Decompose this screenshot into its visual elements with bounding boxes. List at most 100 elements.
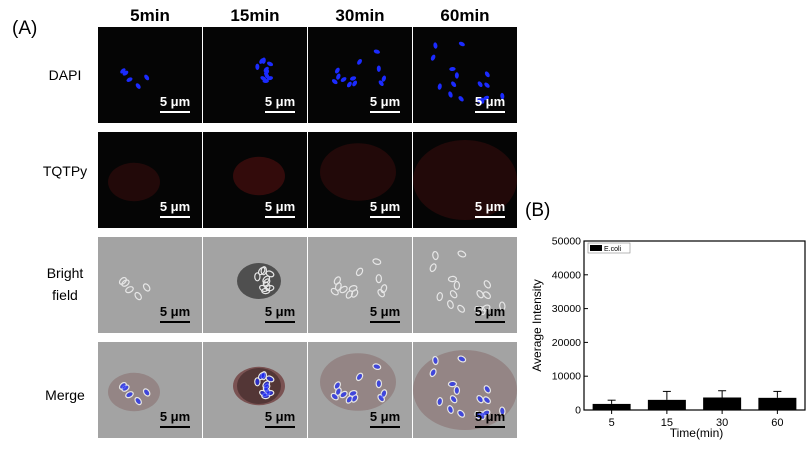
row-label-dapi: DAPI [48, 67, 82, 83]
scale-bar-label: 5 μm [369, 94, 401, 109]
x-axis-label: Time(min) [670, 426, 724, 440]
scale-bar-line [475, 111, 505, 113]
scale-bar: 5 μm [471, 409, 509, 428]
legend-swatch [590, 245, 602, 251]
image-blue-15min: 5 μm [203, 27, 307, 123]
scale-bar-label: 5 μm [159, 199, 191, 214]
image-red-5min: 5 μm [98, 132, 202, 228]
scale-bar-line [160, 216, 190, 218]
scale-bar-line [370, 216, 400, 218]
image-red-60min: 5 μm [413, 132, 517, 228]
scale-bar-line [370, 426, 400, 428]
column-header-5min: 5min [130, 6, 170, 25]
scale-bar: 5 μm [156, 304, 194, 323]
image-red-15min: 5 μm [203, 132, 307, 228]
cells [330, 258, 388, 299]
scale-bar: 5 μm [366, 199, 404, 218]
plot-frame [583, 240, 806, 411]
bar-60 [758, 397, 797, 410]
bar-15 [647, 399, 686, 410]
image-merge-15min: 5 μm [203, 342, 307, 438]
column-header-30min: 30min [335, 6, 385, 25]
scale-bar-label: 5 μm [369, 304, 401, 319]
scale-bar-line [160, 111, 190, 113]
legend-label: E.coli [604, 246, 622, 253]
cells [255, 57, 274, 84]
column-header-60min: 60min [440, 6, 490, 25]
scale-bar-line [370, 111, 400, 113]
cells [429, 250, 506, 316]
x-tick-label-15: 15 [661, 417, 673, 429]
y-tick-label: 0 [575, 405, 581, 417]
scale-bar-label: 5 μm [474, 199, 506, 214]
image-merge-5min: 5 μm [98, 342, 202, 438]
x-tick-label-30: 30 [716, 417, 728, 429]
scale-bar: 5 μm [366, 304, 404, 323]
scale-bar-line [265, 111, 295, 113]
scale-bar: 5 μm [261, 304, 299, 323]
scale-bar: 5 μm [471, 94, 509, 113]
cells [237, 263, 281, 299]
cells [413, 140, 517, 220]
scale-bar-line [265, 321, 295, 323]
scale-bar-label: 5 μm [159, 409, 191, 424]
scale-bar-label: 5 μm [159, 304, 191, 319]
image-bright-5min: 5 μm [98, 237, 202, 333]
scale-bar: 5 μm [471, 199, 509, 218]
bar-30 [703, 397, 742, 410]
scale-bar-label: 5 μm [264, 409, 296, 424]
scale-bar-label: 5 μm [369, 409, 401, 424]
y-tick-label: 10000 [552, 371, 581, 383]
image-blue-30min: 5 μm [308, 27, 412, 123]
scale-bar: 5 μm [261, 94, 299, 113]
panel-a-label: (A) [12, 18, 38, 39]
panel-b-label: (B) [525, 200, 551, 221]
scale-bar: 5 μm [471, 304, 509, 323]
image-bright-15min: 5 μm [203, 237, 307, 333]
cells [233, 366, 285, 406]
scale-bar-line [265, 426, 295, 428]
scale-bar: 5 μm [261, 409, 299, 428]
image-blue-60min: 5 μm [413, 27, 517, 123]
scale-bar-line [370, 321, 400, 323]
cells [108, 162, 160, 202]
scale-bar: 5 μm [156, 409, 194, 428]
y-tick-label: 30000 [552, 303, 581, 315]
intensity-bar-chart: 0 10000 20000 30000 40000 50000 5 15 30 60 Time(mi… [530, 236, 806, 440]
scale-bar-label: 5 μm [159, 94, 191, 109]
legend-box [587, 242, 631, 254]
image-red-30min: 5 μm [308, 132, 412, 228]
column-header-15min: 15min [230, 6, 280, 25]
scale-bar: 5 μm [156, 94, 194, 113]
scale-bar-line [475, 426, 505, 428]
scale-bar-label: 5 μm [264, 304, 296, 319]
cells [413, 350, 517, 430]
cells [108, 372, 160, 412]
cells [118, 276, 151, 301]
x-tick-label-5: 5 [609, 417, 615, 429]
scale-bar: 5 μm [261, 199, 299, 218]
scale-bar: 5 μm [366, 409, 404, 428]
image-bright-60min: 5 μm [413, 237, 517, 333]
image-bright-30min: 5 μm [308, 237, 412, 333]
cells [320, 353, 396, 411]
cells [120, 68, 150, 89]
image-blue-5min: 5 μm [98, 27, 202, 123]
image-merge-60min: 5 μm [413, 342, 517, 438]
scale-bar-line [475, 321, 505, 323]
cells [331, 49, 387, 88]
scale-bar-label: 5 μm [474, 304, 506, 319]
row-label-merge: Merge [45, 387, 85, 403]
scale-bar: 5 μm [366, 94, 404, 113]
scale-bar: 5 μm [156, 199, 194, 218]
scale-bar-label: 5 μm [369, 199, 401, 214]
scale-bar-line [160, 321, 190, 323]
bar-5 [592, 403, 631, 410]
image-merge-30min: 5 μm [308, 342, 412, 438]
cells [430, 41, 505, 104]
y-tick-label: 40000 [552, 269, 581, 281]
cells [320, 143, 396, 201]
scale-bar-label: 5 μm [474, 94, 506, 109]
y-tick-label: 50000 [552, 236, 581, 248]
scale-bar-line [475, 216, 505, 218]
